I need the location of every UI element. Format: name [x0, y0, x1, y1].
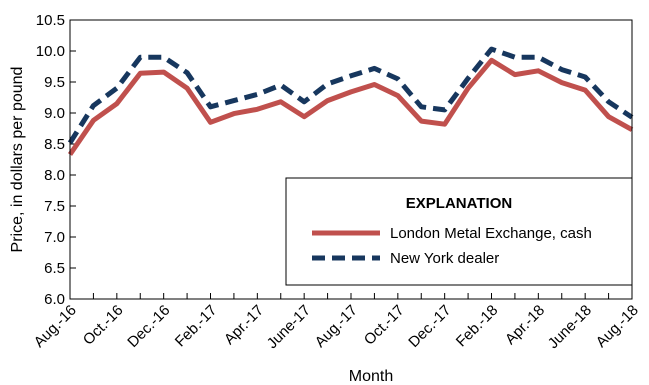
- x-tick-label: Aug.-16: [31, 302, 80, 351]
- y-tick-label: 10.0: [36, 43, 65, 60]
- y-axis-ticks: 6.0 6.5 7.0 7.5 8.0 8.5 9.0 9.5 10.0 10.5: [36, 12, 76, 308]
- legend: EXPLANATION London Metal Exchange, cash N…: [285, 177, 633, 286]
- x-tick-label: Apr.-18: [502, 302, 548, 348]
- x-tick-label: Feb.-17: [172, 302, 221, 351]
- x-axis-title: Month: [349, 368, 393, 385]
- y-tick-label: 8.0: [44, 167, 65, 184]
- x-tick-label: Oct.-17: [361, 302, 408, 349]
- legend-label: New York dealer: [390, 250, 499, 267]
- x-tick-label: Dec.-17: [405, 302, 454, 351]
- series-lines: [67, 46, 634, 156]
- plot-area-frame: [69, 19, 633, 300]
- y-axis-title: Price, in dollars per pound: [9, 67, 26, 253]
- x-tick-label: Feb.-18: [453, 302, 502, 351]
- y-tick-label: 7.5: [44, 198, 65, 215]
- y-tick-label: 6.0: [44, 291, 65, 308]
- series-line-lme-cash: [67, 57, 634, 156]
- y-tick-label: 7.0: [44, 229, 65, 246]
- x-tick-label: Apr.-17: [221, 302, 267, 348]
- x-tick-label: June-18: [545, 302, 595, 352]
- x-tick-label: Dec.-16: [124, 302, 173, 351]
- x-tick-label: Oct.-16: [80, 302, 127, 349]
- y-tick-label: 9.5: [44, 74, 65, 91]
- x-tick-label: Aug.-18: [593, 302, 642, 351]
- y-tick-label: 10.5: [36, 12, 65, 29]
- series-line-new-york-dealer: [67, 46, 634, 145]
- x-tick-label: June-17: [264, 302, 314, 352]
- legend-label: London Metal Exchange, cash: [390, 225, 592, 242]
- x-tick-label: Aug.-17: [312, 302, 361, 351]
- y-tick-label: 6.5: [44, 260, 65, 277]
- legend-entries: London Metal Exchange, cash New York deal…: [312, 225, 592, 267]
- y-tick-label: 8.5: [44, 136, 65, 153]
- legend-title: EXPLANATION: [406, 195, 512, 212]
- y-tick-label: 9.0: [44, 105, 65, 122]
